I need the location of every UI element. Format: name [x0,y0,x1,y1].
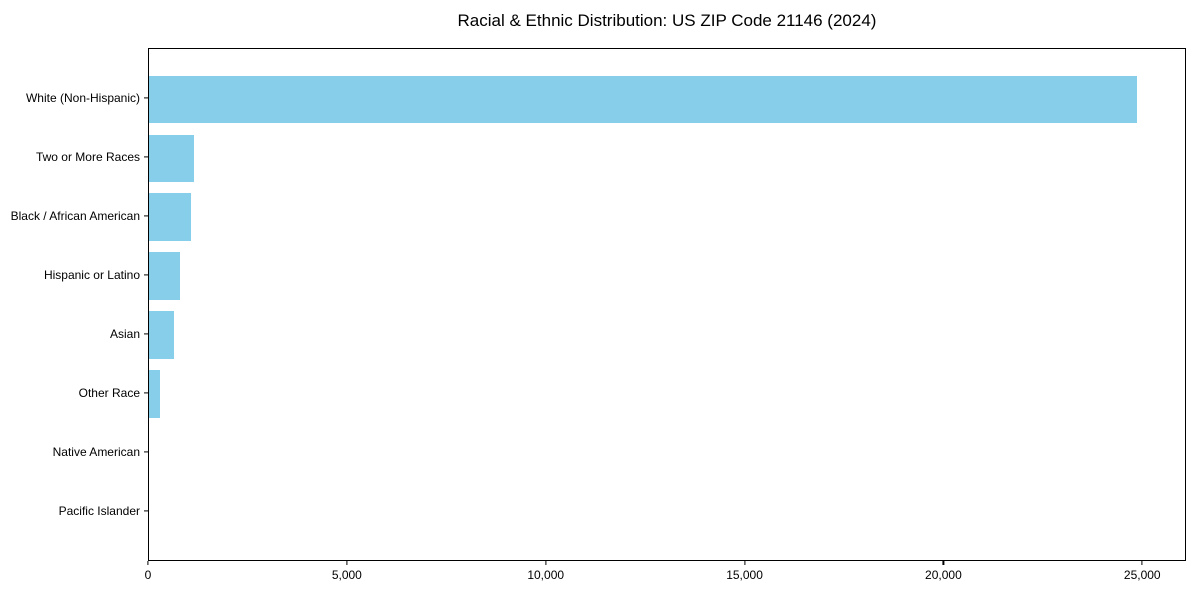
y-axis-tick [144,333,148,335]
y-axis-tick [144,392,148,394]
x-axis-tick-label: 0 [144,568,152,582]
y-axis-tick [144,215,148,217]
y-axis-tick [144,156,148,158]
bar-other-race [149,370,161,418]
y-axis-category-label: White (Non-Hispanic) [25,91,140,106]
x-axis-tick-label: 25,000 [1123,568,1161,582]
y-axis-category-label: Asian [109,326,140,341]
x-axis-tick [1141,561,1143,565]
bar-asian [149,311,175,359]
x-axis-tick [346,561,348,565]
y-axis-tick [144,97,148,99]
x-axis-tick [942,561,944,565]
x-axis-tick-label: 15,000 [726,568,763,582]
bar-hispanic-or-latino [149,252,181,300]
y-axis-category-label: Two or More Races [35,150,140,165]
y-axis-tick [144,274,148,276]
y-axis-tick [144,510,148,512]
y-axis-category-label: Hispanic or Latino [43,268,140,283]
y-axis-category-label: Black / African American [10,209,140,224]
x-axis-tick [545,561,547,565]
x-axis-tick-label: 20,000 [925,568,962,582]
bar-two-or-more-races [149,134,194,182]
x-axis-tick-label: 5,000 [331,568,362,582]
bar-white-non-hispanic [149,75,1137,123]
chart-title: Racial & Ethnic Distribution: US ZIP Cod… [457,11,877,30]
plot-area [148,48,1186,561]
y-axis-category-label: Other Race [78,385,140,400]
y-axis-category-label: Pacific Islander [58,503,140,518]
x-axis-tick [147,561,149,565]
x-axis-tick [743,561,746,565]
bar-black-african-american [149,193,192,241]
x-axis-tick-label: 10,000 [527,568,565,582]
y-axis-category-label: Native American [52,444,140,459]
y-axis-tick [144,451,148,453]
